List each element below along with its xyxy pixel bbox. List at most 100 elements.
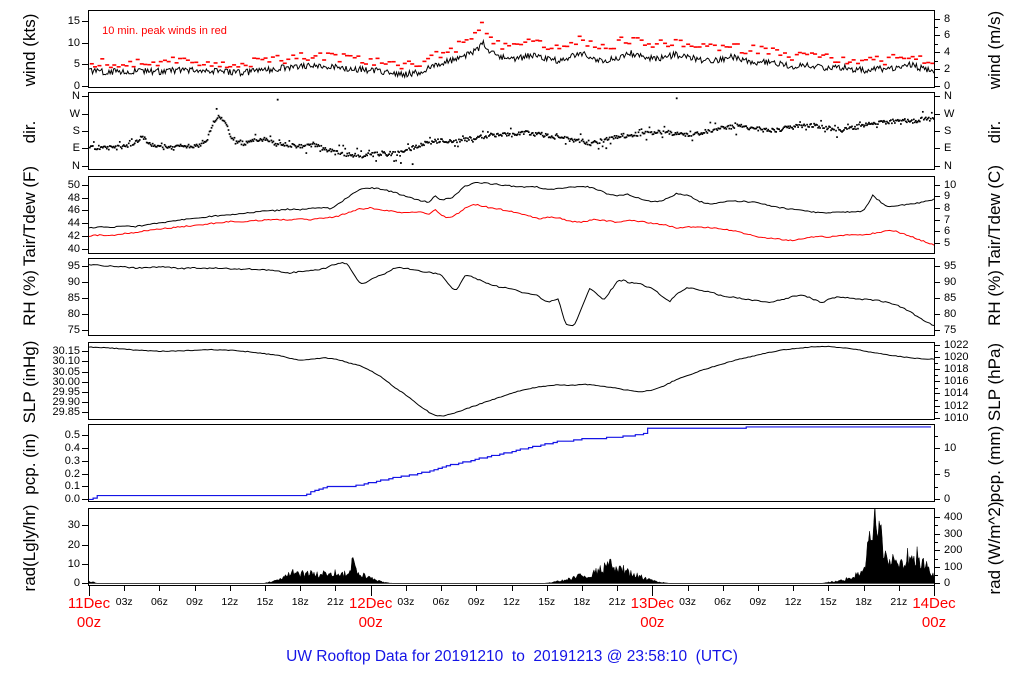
peak-wind-dash [267,61,272,63]
wind-direction-dot [798,123,800,126]
wind-direction-dot [901,119,903,122]
wind-direction-dot [804,124,806,127]
wind-direction-dot [667,129,670,132]
peak-wind-dash [627,42,632,45]
wind-direction-dot [629,134,632,137]
left-tick-rh [82,266,88,268]
peak-wind-dash [577,35,582,38]
wind-direction-dot [370,153,373,156]
right-tick-wind [934,68,940,70]
wind-direction-dot [597,147,600,150]
wind-direction-dot [928,119,931,122]
wind-direction-dot [188,146,191,149]
wind-direction-dot [757,129,760,132]
wind-direction-dot [701,133,704,135]
wind-direction-dot [479,135,481,137]
wind-direction-dot [201,139,204,142]
wind-direction-dot [604,138,607,140]
wind-direction-dot [489,134,491,136]
wind-direction-dot [485,135,487,138]
wind-direction-dot [452,141,454,143]
peak-wind-dash [580,39,585,41]
wind-direction-dot [897,118,899,121]
wind-direction-dot [310,145,313,148]
peak-wind-dash [310,57,315,59]
wind-direction-dot [313,142,316,145]
wind-direction-dot [206,139,209,141]
wind-direction-dot [780,130,783,132]
wind-direction-dot [222,119,225,122]
wind-direction-dot [279,141,282,144]
wind-direction-dot [682,133,685,136]
hour-tick [194,586,196,591]
wind-direction-dot [456,141,458,144]
wind-direction-dot [536,132,539,135]
left-tick-label-dir: S [72,125,80,137]
wind-direction-dot [245,140,248,143]
peak-wind-dash [155,64,160,67]
wind-direction-dot [225,123,228,126]
peak-wind-dash [282,62,287,65]
wind-direction-dot [530,132,533,135]
peak-wind-dash [608,47,613,50]
wind-direction-dot [234,142,237,145]
wind-direction-dot [177,144,180,147]
wind-direction-dot [412,145,414,147]
right-tick-label-pcp: 5 [944,467,951,480]
peak-wind-dash [913,58,918,61]
left-tick-label-rh: 90 [67,276,80,289]
wind-direction-dot [598,142,601,145]
wind-direction-dot [525,130,528,133]
wind-direction-dot [467,137,469,140]
wind-direction-dot [199,145,202,147]
wind-direction-dot [360,150,363,152]
right-tick-label-pcp: 0 [944,493,951,506]
wind-direction-dot [867,123,869,126]
wind-direction-dot [223,120,226,123]
wind-direction-dot [533,135,536,137]
wind-direction-dot [301,146,304,149]
right-tick-rad [934,550,940,552]
wind-direction-dot [850,126,852,129]
wind-direction-dot [395,159,397,162]
wind-direction-dot [679,132,682,135]
right-tick-wind [934,35,940,37]
plot-frame-slp [88,342,935,420]
wind-direction-dot [808,126,810,128]
wind-direction-dot [840,130,842,133]
peak-wind-dash [717,49,722,52]
wind-direction-dot [99,146,102,149]
left-tick-label-pcp: 0.3 [64,454,80,467]
wind-direction-dot [446,141,448,144]
peak-wind-dash [201,63,206,66]
wind-direction-dot [315,143,318,146]
wind-direction-dot [482,130,484,133]
peak-wind-dash [874,55,879,58]
wind-direction-dot [599,138,602,140]
wind-direction-dot [298,143,301,146]
left-tick-slp [82,351,88,353]
wind-direction-dot [383,151,385,153]
wind-direction-dot [239,139,242,142]
wind-direction-dot [477,135,479,138]
wind-direction-dot [289,145,292,148]
wind-direction-dot [293,143,296,146]
peak-wind-dash [545,48,550,51]
wind-direction-dot [296,145,299,148]
panel-dir [0,92,1024,170]
wind-direction-dot [706,132,709,134]
wind-direction-dot [652,133,655,135]
right-tick-label-wind: 0 [944,79,951,92]
peak-wind-dash [228,65,233,68]
wind-direction-dot [854,125,856,128]
wind-direction-dot [437,138,439,141]
left-tick-rad [82,583,88,585]
wind-direction-dot [160,142,163,145]
wind-direction-dot [746,127,749,129]
peak-wind-dash [650,46,655,48]
wind-direction-dot [153,144,156,147]
wind-direction-dot [232,138,235,141]
wind-direction-dot [513,134,516,136]
wind-direction-dot [661,136,664,139]
left-tick-slp [82,412,88,414]
